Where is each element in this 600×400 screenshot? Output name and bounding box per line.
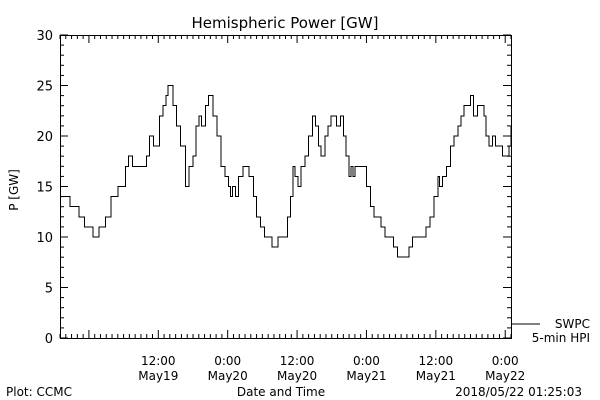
footer-timestamp: 2018/05/22 01:25:03 xyxy=(455,385,582,399)
legend: SWPC 5-min HPI xyxy=(512,317,590,345)
y-tick-label: 25 xyxy=(36,80,53,95)
legend-label-source: SWPC xyxy=(555,317,590,331)
y-tick-label: 20 xyxy=(36,130,53,145)
x-tick-label-time: 0:00 xyxy=(353,354,380,368)
y-axis: 0 5 10 15 20 25 30 xyxy=(36,29,511,347)
x-tick-label-date: May21 xyxy=(346,369,386,383)
footer-x-axis-label: Date and Time xyxy=(237,385,325,399)
x-tick-label-date: May22 xyxy=(485,369,525,383)
x-axis: 12:00May190:00May2012:00May200:00May2112… xyxy=(59,35,525,383)
series-layer xyxy=(60,85,512,258)
x-tick-label-date: May21 xyxy=(416,369,456,383)
y-tick-label: 15 xyxy=(36,181,53,196)
series-line-hemispheric-power xyxy=(60,85,512,258)
y-tick-label: 10 xyxy=(36,231,53,246)
x-tick-label-date: May20 xyxy=(208,369,248,383)
legend-label-product: 5-min HPI xyxy=(532,331,590,345)
x-tick-label-time: 0:00 xyxy=(492,354,519,368)
x-tick-label-date: May19 xyxy=(138,369,178,383)
y-tick-label: 30 xyxy=(36,29,53,44)
plot-frame xyxy=(60,35,512,339)
y-axis-label: P [GW] xyxy=(7,169,21,211)
y-tick-label: 5 xyxy=(45,282,53,297)
x-tick-label-time: 12:00 xyxy=(419,354,454,368)
x-tick-label-date: May20 xyxy=(277,369,317,383)
footer-plot-credit: Plot: CCMC xyxy=(6,385,72,399)
y-tick-label: 0 xyxy=(45,332,53,347)
x-tick-label-time: 0:00 xyxy=(214,354,241,368)
chart-title: Hemispheric Power [GW] xyxy=(192,14,379,32)
x-tick-label-time: 12:00 xyxy=(280,354,315,368)
x-tick-label-time: 12:00 xyxy=(141,354,176,368)
